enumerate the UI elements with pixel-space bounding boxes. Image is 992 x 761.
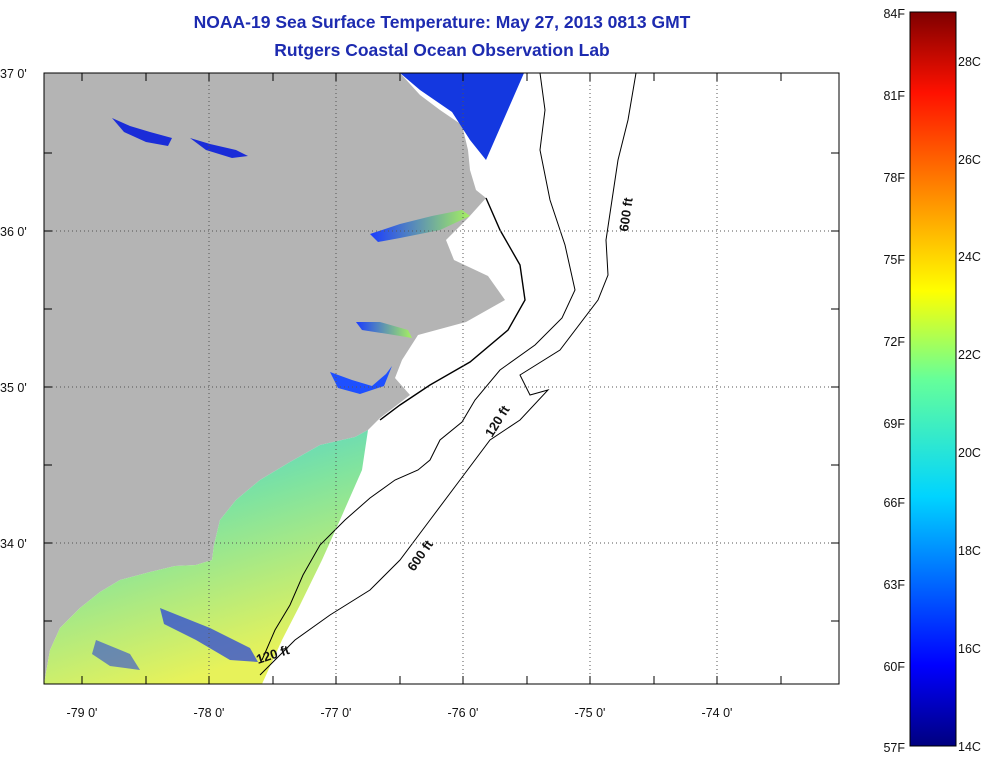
colorbar-label-28c: 28C xyxy=(958,55,981,69)
map-subtitle: Rutgers Coastal Ocean Observation Lab xyxy=(274,40,610,60)
colorbar-label-78f: 78F xyxy=(883,171,905,185)
colorbar-label-75f: 75F xyxy=(883,253,905,267)
sst-swath-south xyxy=(44,430,368,684)
chowan-river xyxy=(190,138,248,158)
lon-label-75: -75 0' xyxy=(575,706,606,720)
colorbar-label-14c: 14C xyxy=(958,740,981,754)
pamlico-river xyxy=(356,322,412,338)
lat-label-36: 36 0' xyxy=(0,225,27,239)
colorbar-label-84f: 84F xyxy=(883,7,905,21)
colorbar-label-66f: 66F xyxy=(883,496,905,510)
colorbar-label-81f: 81F xyxy=(883,89,905,103)
contour-label-600ft-north: 600 ft xyxy=(616,196,636,232)
colorbar-label-18c: 18C xyxy=(958,544,981,558)
colorbar-label-60f: 60F xyxy=(883,660,905,674)
lon-label-77: -77 0' xyxy=(321,706,352,720)
colorbar-label-20c: 20C xyxy=(958,446,981,460)
roanoke-river xyxy=(112,118,172,146)
lon-label-76: -76 0' xyxy=(448,706,479,720)
colorbar-label-69f: 69F xyxy=(883,417,905,431)
lat-label-34: 34 0' xyxy=(0,537,27,551)
map-frame xyxy=(43,72,840,685)
land-mass xyxy=(44,73,505,684)
colorbar-label-72f: 72F xyxy=(883,335,905,349)
frame-ticks xyxy=(44,73,839,684)
lon-label-79: -79 0' xyxy=(67,706,98,720)
contour-600ft-north xyxy=(259,73,637,676)
sst-cold-streak-2 xyxy=(92,640,140,670)
lat-label-37: 37 0' xyxy=(0,67,27,81)
colorbar-label-57f: 57F xyxy=(883,741,905,755)
lat-label-35: 35 0' xyxy=(0,381,27,395)
sst-cold-streak xyxy=(160,608,258,662)
lon-label-74: -74 0' xyxy=(702,706,733,720)
albemarle-sound xyxy=(370,210,470,242)
colorbar-label-26c: 26C xyxy=(958,153,981,167)
coastline-barrier-islands xyxy=(379,197,526,421)
colorbar-label-24c: 24C xyxy=(958,250,981,264)
colorbar xyxy=(909,11,957,747)
colorbar-label-16c: 16C xyxy=(958,642,981,656)
contour-120ft xyxy=(261,73,576,661)
chesapeake-sst xyxy=(400,73,524,160)
colorbar-label-63f: 63F xyxy=(883,578,905,592)
lon-label-78: -78 0' xyxy=(194,706,225,720)
colorbar-label-22c: 22C xyxy=(958,348,981,362)
graticule xyxy=(44,73,839,684)
map-title: NOAA-19 Sea Surface Temperature: May 27,… xyxy=(193,12,691,32)
